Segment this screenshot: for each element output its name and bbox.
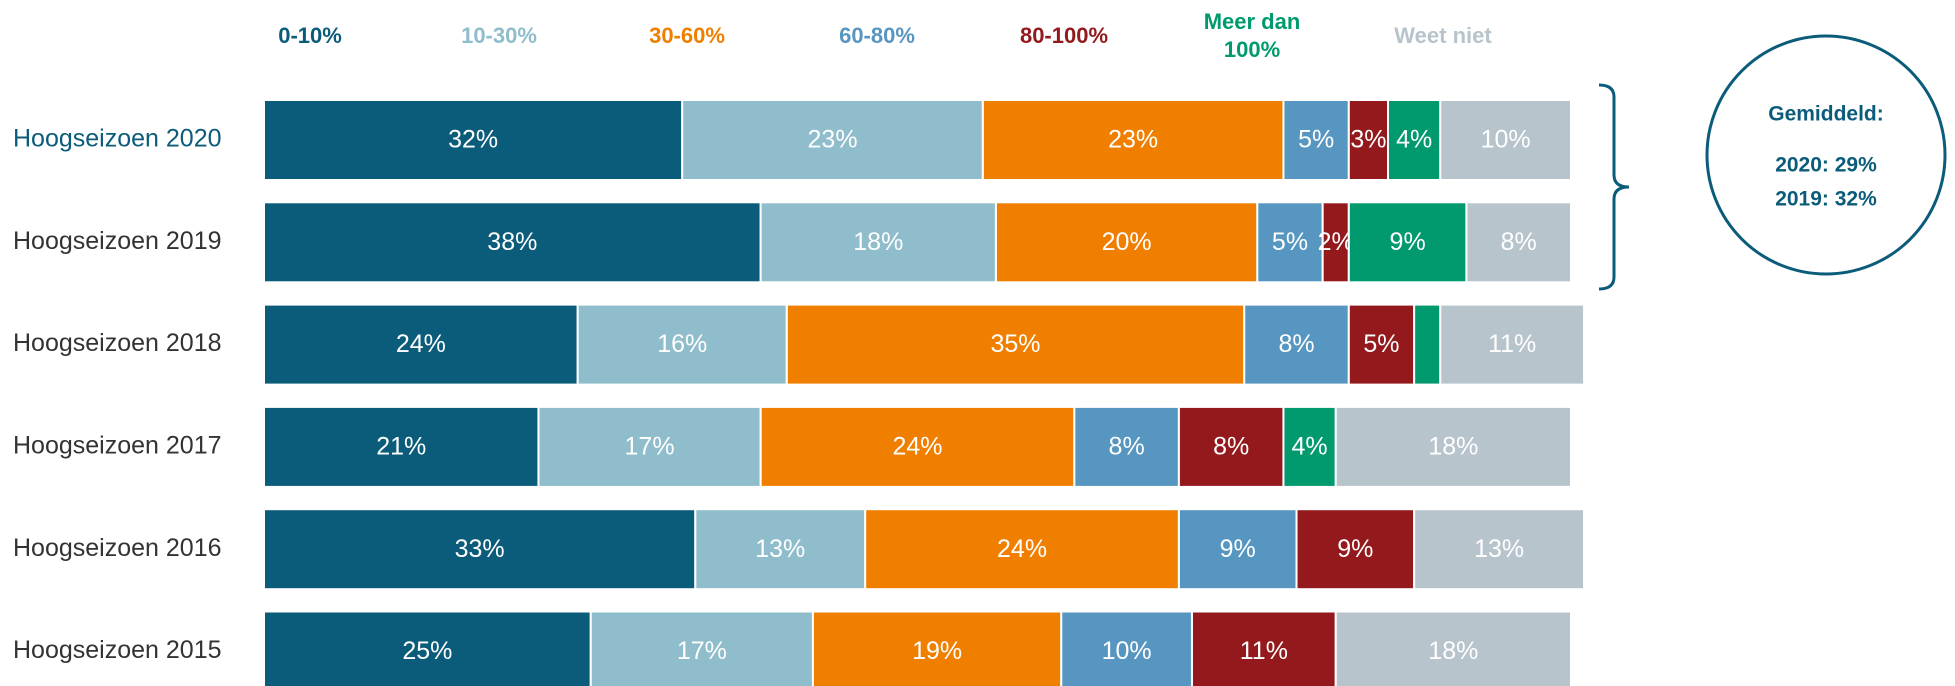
bar-segment — [681, 99, 984, 181]
bar-segment — [1321, 201, 1350, 284]
annotation: 2020: 29% — [1775, 154, 1877, 177]
bar-segment — [263, 201, 762, 284]
data-label: 35% — [991, 330, 1041, 358]
bar-segment — [1465, 201, 1572, 284]
bracket — [1598, 83, 1630, 291]
bar-segment — [785, 303, 1246, 386]
legend-entry: 10-30% — [461, 23, 537, 48]
bar-segment — [1282, 405, 1337, 488]
data-label: 8% — [1278, 330, 1314, 358]
data-label: 9% — [1337, 535, 1373, 563]
data-label: 9% — [1390, 228, 1426, 256]
data-label: 11% — [1488, 330, 1536, 358]
data-label: 17% — [625, 433, 675, 461]
legend-entry: Meer dan 100% — [1203, 9, 1301, 62]
data-label: 33% — [455, 535, 505, 563]
category-label: Hoogseizoen 2019 — [13, 227, 222, 255]
bar-segment — [759, 201, 997, 284]
data-label: 2% — [1318, 228, 1354, 256]
bar-segment — [1282, 99, 1350, 181]
bar-segment — [994, 201, 1259, 284]
bar-segment — [1190, 610, 1337, 686]
data-label: 8% — [1213, 433, 1249, 461]
data-label: 18% — [1428, 433, 1478, 461]
bar-segment — [1413, 508, 1586, 591]
bar-segment — [1413, 303, 1442, 386]
data-label: 5% — [1272, 228, 1308, 256]
data-label: 13% — [755, 535, 805, 563]
bar-segment — [1347, 303, 1416, 386]
bar-segment — [263, 405, 540, 488]
data-label: 24% — [396, 330, 446, 358]
legend-entry: Weet niet — [1394, 23, 1492, 48]
data-label: 8% — [1109, 433, 1145, 461]
category-label: Hoogseizoen 2018 — [13, 329, 222, 357]
bar-segment — [263, 610, 592, 686]
data-label: 10% — [1102, 637, 1152, 665]
category-label: Hoogseizoen 2016 — [13, 534, 222, 562]
data-label: 4% — [1292, 433, 1328, 461]
bar-segment — [1347, 201, 1468, 284]
average-circle — [1705, 34, 1947, 276]
data-label: 16% — [657, 330, 707, 358]
bar-segment — [263, 508, 697, 591]
data-label: 5% — [1298, 126, 1334, 154]
legend-entry: 80-100% — [1019, 23, 1109, 48]
category-label: Hoogseizoen 2015 — [13, 636, 222, 664]
legend-entry: 0-10% — [278, 23, 342, 48]
category-label: Hoogseizoen 2017 — [13, 432, 222, 460]
bar-segment — [1256, 201, 1324, 284]
data-label: 19% — [912, 637, 962, 665]
data-label: 11% — [1240, 637, 1288, 665]
data-label: 25% — [402, 637, 452, 665]
legend-entry: 60-80% — [839, 23, 915, 48]
bar-segment — [1334, 405, 1572, 488]
data-label: 18% — [853, 228, 903, 256]
data-label: 4% — [1396, 126, 1432, 154]
data-label: 38% — [487, 228, 537, 256]
bar-segment — [1387, 99, 1442, 181]
bar-segment — [263, 99, 684, 181]
data-label: 23% — [1108, 126, 1158, 154]
data-label: 5% — [1363, 330, 1399, 358]
data-label: 21% — [376, 433, 426, 461]
legend-entry: 30-60% — [649, 23, 725, 48]
data-label: 8% — [1501, 228, 1537, 256]
bar-segment — [1439, 99, 1573, 181]
data-label: 32% — [448, 126, 498, 154]
annotation: 2019: 32% — [1775, 188, 1877, 211]
bar-segment — [811, 610, 1063, 686]
data-label: 13% — [1474, 535, 1524, 563]
annotation: Gemiddeld: — [1768, 103, 1884, 126]
bar-segment — [537, 405, 762, 488]
data-label: 18% — [1428, 637, 1478, 665]
data-label: 24% — [997, 535, 1047, 563]
data-label: 24% — [892, 433, 942, 461]
category-label: Hoogseizoen 2020 — [13, 125, 222, 153]
bar-segment — [263, 303, 579, 386]
bar-segment — [1439, 303, 1586, 386]
bar-segment — [1347, 99, 1390, 181]
bar-segment — [589, 610, 814, 686]
bar-segment — [1060, 610, 1193, 686]
bar-segment — [1334, 610, 1572, 686]
bar-segment — [576, 303, 788, 386]
data-label: 10% — [1481, 126, 1531, 154]
bar-segment — [1073, 405, 1180, 488]
bar-segment — [1243, 303, 1350, 386]
bar-segment — [864, 508, 1180, 591]
data-label: 17% — [677, 637, 727, 665]
data-label: 3% — [1350, 126, 1386, 154]
data-label: 23% — [808, 126, 858, 154]
data-label: 9% — [1220, 535, 1256, 563]
data-label: 20% — [1102, 228, 1152, 256]
